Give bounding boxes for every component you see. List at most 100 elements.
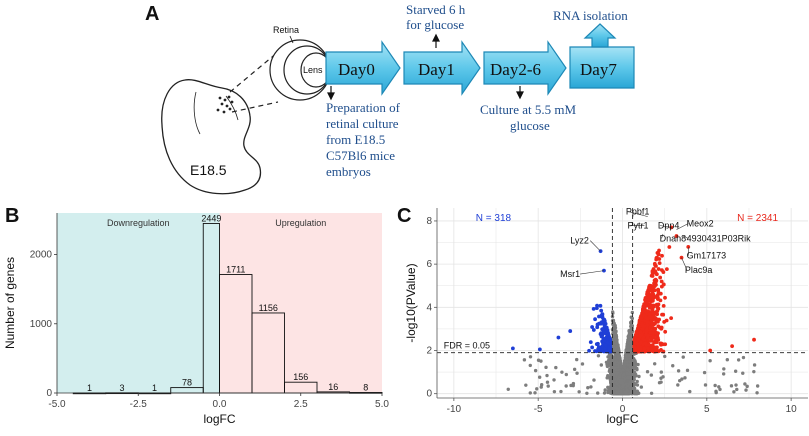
point-not-significant (753, 363, 756, 366)
point-not-significant (533, 391, 536, 394)
day7-label: Day7 (580, 60, 617, 79)
point-downregulated (598, 322, 602, 326)
day0-label: Day0 (338, 60, 375, 79)
point-upregulated (637, 338, 641, 342)
point-downregulated (601, 312, 605, 316)
point-upregulated (653, 347, 657, 351)
point-not-significant (603, 388, 606, 391)
gene-label: Plac9a (685, 265, 713, 275)
x-axis-title: logFC (606, 412, 638, 426)
point-not-significant (611, 312, 614, 315)
gene-label: 4930431P03Rik (687, 233, 752, 243)
y-tick-label: 1000 (30, 319, 53, 330)
x-tick-label: -2.5 (130, 399, 148, 410)
point-upregulated (648, 303, 652, 307)
eye-dots (217, 96, 234, 114)
point-upregulated (656, 331, 660, 335)
point-not-significant (671, 364, 674, 367)
point-not-significant (722, 372, 725, 375)
point-downregulated (602, 318, 606, 322)
day7-up-arrow (585, 24, 615, 47)
point-not-significant (600, 363, 603, 366)
point-not-significant (605, 361, 608, 364)
point-not-significant (614, 337, 617, 340)
point-not-significant (560, 370, 563, 373)
point-upregulated (658, 261, 662, 265)
point-upregulated (651, 309, 655, 313)
point-upregulated (653, 322, 657, 326)
point-upregulated (669, 316, 673, 320)
point-downregulated (602, 321, 606, 325)
point-upregulated (656, 251, 660, 255)
point-not-significant (597, 354, 600, 357)
point-upregulated (660, 280, 664, 284)
point-not-significant (631, 317, 634, 320)
point-upregulated (645, 310, 649, 314)
gene-leader-line (580, 271, 604, 274)
day2-6-label: Day2-6 (490, 60, 541, 79)
point-downregulated (557, 336, 561, 340)
point-upregulated (660, 254, 664, 258)
point-not-significant (637, 375, 640, 378)
svg-text:for glucose: for glucose (406, 17, 464, 32)
point-not-significant (564, 384, 567, 387)
point-not-significant (619, 390, 622, 393)
point-not-significant (635, 367, 638, 370)
point-not-significant (732, 390, 735, 393)
point-not-significant (625, 354, 628, 357)
point-not-significant (630, 357, 633, 360)
point-not-significant (529, 355, 532, 358)
point-upregulated (646, 317, 650, 321)
point-upregulated (657, 267, 661, 271)
point-downregulated (590, 346, 594, 350)
point-downregulated (593, 317, 597, 321)
point-upregulated (665, 267, 669, 271)
point-not-significant (614, 332, 617, 335)
x-tick-label: 10 (786, 404, 798, 415)
lens-label: Lens (303, 65, 323, 75)
point-upregulated (667, 245, 671, 249)
point-not-significant (741, 371, 744, 374)
gene-label: Dpp4 (658, 221, 680, 231)
point-downregulated (599, 309, 603, 313)
point-upregulated (635, 330, 639, 334)
upregulation-region (220, 213, 383, 393)
bar-value-label: 78 (182, 378, 192, 388)
point-not-significant (554, 366, 557, 369)
fdr-label: FDR = 0.05 (444, 340, 490, 350)
point-upregulated (633, 339, 637, 343)
point-not-significant (523, 358, 526, 361)
point-not-significant (589, 385, 592, 388)
point-not-significant (676, 383, 679, 386)
point-not-significant (744, 388, 747, 391)
point-not-significant (613, 366, 616, 369)
point-not-significant (539, 359, 542, 362)
point-not-significant (608, 388, 611, 391)
point-not-significant (623, 363, 626, 366)
point-not-significant (585, 392, 588, 395)
point-upregulated (654, 278, 658, 282)
panel-b-letter: B (5, 205, 19, 227)
point-not-significant (606, 391, 609, 394)
point-not-significant (581, 362, 584, 365)
point-downregulated (592, 328, 596, 332)
point-not-significant (745, 385, 748, 388)
point-not-significant (683, 376, 686, 379)
point-downregulated (595, 304, 599, 308)
point-upregulated (646, 336, 650, 340)
embryo-label: E18.5 (190, 162, 227, 178)
point-upregulated (646, 347, 650, 351)
point-not-significant (575, 372, 578, 375)
point-not-significant (663, 355, 666, 358)
point-not-significant (726, 358, 729, 361)
point-not-significant (572, 384, 575, 387)
svg-text:from E18.5: from E18.5 (326, 132, 385, 147)
point-not-significant (632, 386, 635, 389)
point-not-significant (616, 387, 619, 390)
point-upregulated (652, 284, 656, 288)
rna-note: RNA isolation (553, 8, 628, 23)
point-downregulated (568, 329, 572, 333)
gene-label: Pytr1 (628, 221, 649, 231)
point-not-significant (617, 348, 620, 351)
